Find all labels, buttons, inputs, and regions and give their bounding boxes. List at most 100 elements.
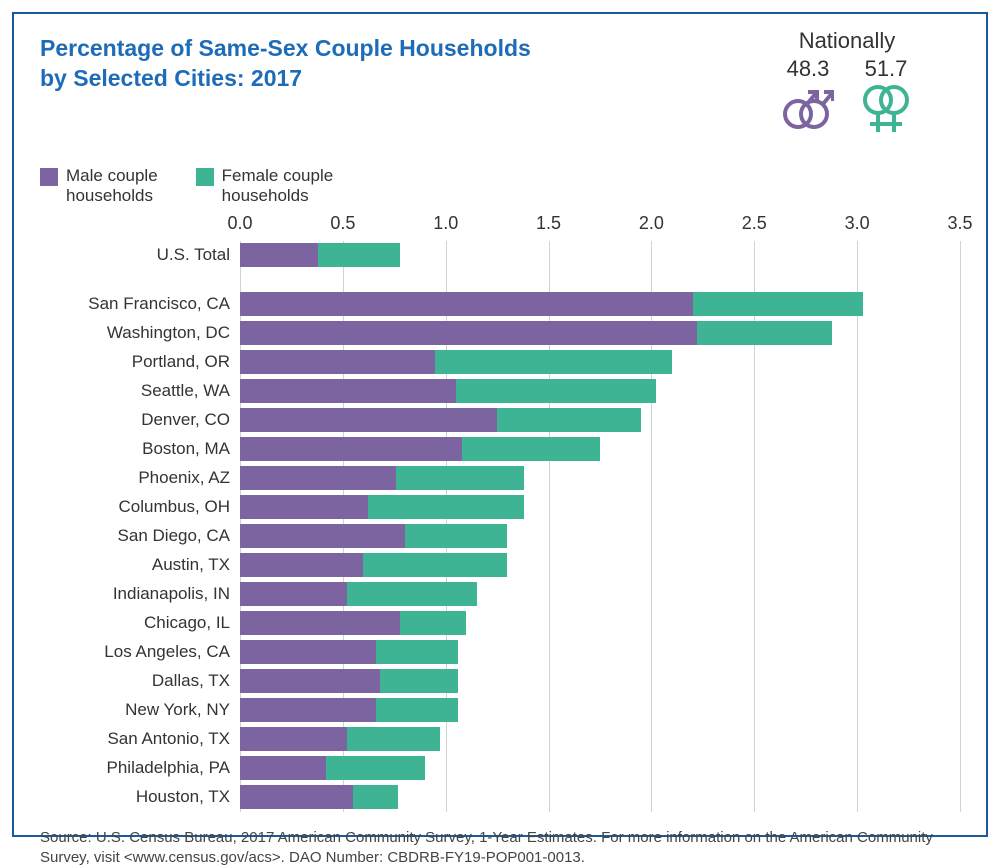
bar-row: Washington, DC xyxy=(40,319,960,348)
bar-seg-female xyxy=(396,466,524,490)
bar-track xyxy=(240,667,960,696)
x-tick-label: 3.5 xyxy=(947,213,972,234)
stacked-bar xyxy=(240,321,832,345)
chart-title-line2: by Selected Cities: 2017 xyxy=(40,64,531,94)
national-values: 48.3 xyxy=(782,56,912,136)
bar-track xyxy=(240,522,960,551)
bar-seg-female xyxy=(693,292,864,316)
stacked-bar xyxy=(240,611,466,635)
bar-row: Denver, CO xyxy=(40,406,960,435)
bar-seg-male xyxy=(240,524,405,548)
x-tick-label: 1.0 xyxy=(433,213,458,234)
spacer xyxy=(40,270,960,290)
x-tick-label: 2.0 xyxy=(639,213,664,234)
bar-label: Indianapolis, IN xyxy=(40,584,240,604)
bar-seg-female xyxy=(347,727,440,751)
bar-seg-female xyxy=(326,756,425,780)
bar-row: Columbus, OH xyxy=(40,493,960,522)
bar-row: New York, NY xyxy=(40,696,960,725)
bar-track xyxy=(240,290,960,319)
header: Percentage of Same-Sex Couple Households… xyxy=(40,34,960,136)
legend-male-label: Male couplehouseholds xyxy=(66,166,158,207)
x-tick-label: 2.5 xyxy=(742,213,767,234)
bar-seg-female xyxy=(697,321,833,345)
bar-row: Houston, TX xyxy=(40,783,960,812)
bar-track xyxy=(240,435,960,464)
bar-row: Indianapolis, IN xyxy=(40,580,960,609)
double-male-icon xyxy=(782,84,834,132)
bar-label: Washington, DC xyxy=(40,323,240,343)
bar-row: San Antonio, TX xyxy=(40,725,960,754)
bar-seg-male xyxy=(240,379,456,403)
stacked-bar xyxy=(240,495,524,519)
bar-seg-female xyxy=(435,350,672,374)
bar-row: Portland, OR xyxy=(40,348,960,377)
legend-male-swatch xyxy=(40,168,58,186)
national-male-value: 48.3 xyxy=(782,56,834,82)
bar-seg-male xyxy=(240,756,326,780)
bar-row: Boston, MA xyxy=(40,435,960,464)
bar-label: San Francisco, CA xyxy=(40,294,240,314)
bar-label: San Diego, CA xyxy=(40,526,240,546)
bar-seg-male xyxy=(240,466,396,490)
bar-label: Columbus, OH xyxy=(40,497,240,517)
bar-track xyxy=(240,638,960,667)
bar-track xyxy=(240,319,960,348)
stacked-bar xyxy=(240,350,672,374)
bar-label: U.S. Total xyxy=(40,245,240,265)
national-female-value: 51.7 xyxy=(860,56,912,82)
stacked-bar xyxy=(240,243,400,267)
bar-label: Phoenix, AZ xyxy=(40,468,240,488)
legend-female-swatch xyxy=(196,168,214,186)
national-block: Nationally 48.3 xyxy=(782,28,912,136)
stacked-bar xyxy=(240,698,458,722)
bar-track xyxy=(240,783,960,812)
bar-track xyxy=(240,377,960,406)
bar-label: Dallas, TX xyxy=(40,671,240,691)
bar-seg-female xyxy=(462,437,600,461)
bar-row: Dallas, TX xyxy=(40,667,960,696)
bar-seg-male xyxy=(240,437,462,461)
bar-label: San Antonio, TX xyxy=(40,729,240,749)
stacked-bar xyxy=(240,640,458,664)
bar-seg-male xyxy=(240,292,693,316)
bar-track xyxy=(240,493,960,522)
bar-track xyxy=(240,754,960,783)
source-note: Source: U.S. Census Bureau, 2017 America… xyxy=(40,828,960,868)
bar-row: Los Angeles, CA xyxy=(40,638,960,667)
bar-label: Denver, CO xyxy=(40,410,240,430)
bar-seg-female xyxy=(353,785,398,809)
bar-label: Seattle, WA xyxy=(40,381,240,401)
stacked-bar xyxy=(240,466,524,490)
stacked-bar xyxy=(240,669,458,693)
legend: Male couplehouseholds Female couplehouse… xyxy=(40,166,960,207)
x-tick-label: 0.0 xyxy=(227,213,252,234)
bar-label: New York, NY xyxy=(40,700,240,720)
stacked-bar xyxy=(240,437,600,461)
bar-label: Austin, TX xyxy=(40,555,240,575)
bar-row: Chicago, IL xyxy=(40,609,960,638)
double-female-icon xyxy=(860,84,912,136)
bar-seg-male xyxy=(240,408,497,432)
bar-seg-male xyxy=(240,350,435,374)
x-axis: 0.00.51.01.52.02.53.03.5 xyxy=(40,213,960,241)
bar-seg-female xyxy=(347,582,477,606)
bar-track xyxy=(240,551,960,580)
bar-track xyxy=(240,348,960,377)
x-tick-label: 0.5 xyxy=(330,213,355,234)
bars-block: U.S. Total San Francisco, CA Washington, D… xyxy=(40,241,960,812)
bar-row: San Francisco, CA xyxy=(40,290,960,319)
bar-seg-female xyxy=(376,640,458,664)
bar-track xyxy=(240,464,960,493)
bar-track xyxy=(240,406,960,435)
bar-track xyxy=(240,696,960,725)
legend-male: Male couplehouseholds xyxy=(40,166,158,207)
bar-track xyxy=(240,580,960,609)
bar-label: Los Angeles, CA xyxy=(40,642,240,662)
stacked-bar xyxy=(240,292,863,316)
bar-label: Chicago, IL xyxy=(40,613,240,633)
bar-seg-male xyxy=(240,727,347,751)
bar-label: Houston, TX xyxy=(40,787,240,807)
bar-label: Portland, OR xyxy=(40,352,240,372)
national-male: 48.3 xyxy=(782,56,834,136)
